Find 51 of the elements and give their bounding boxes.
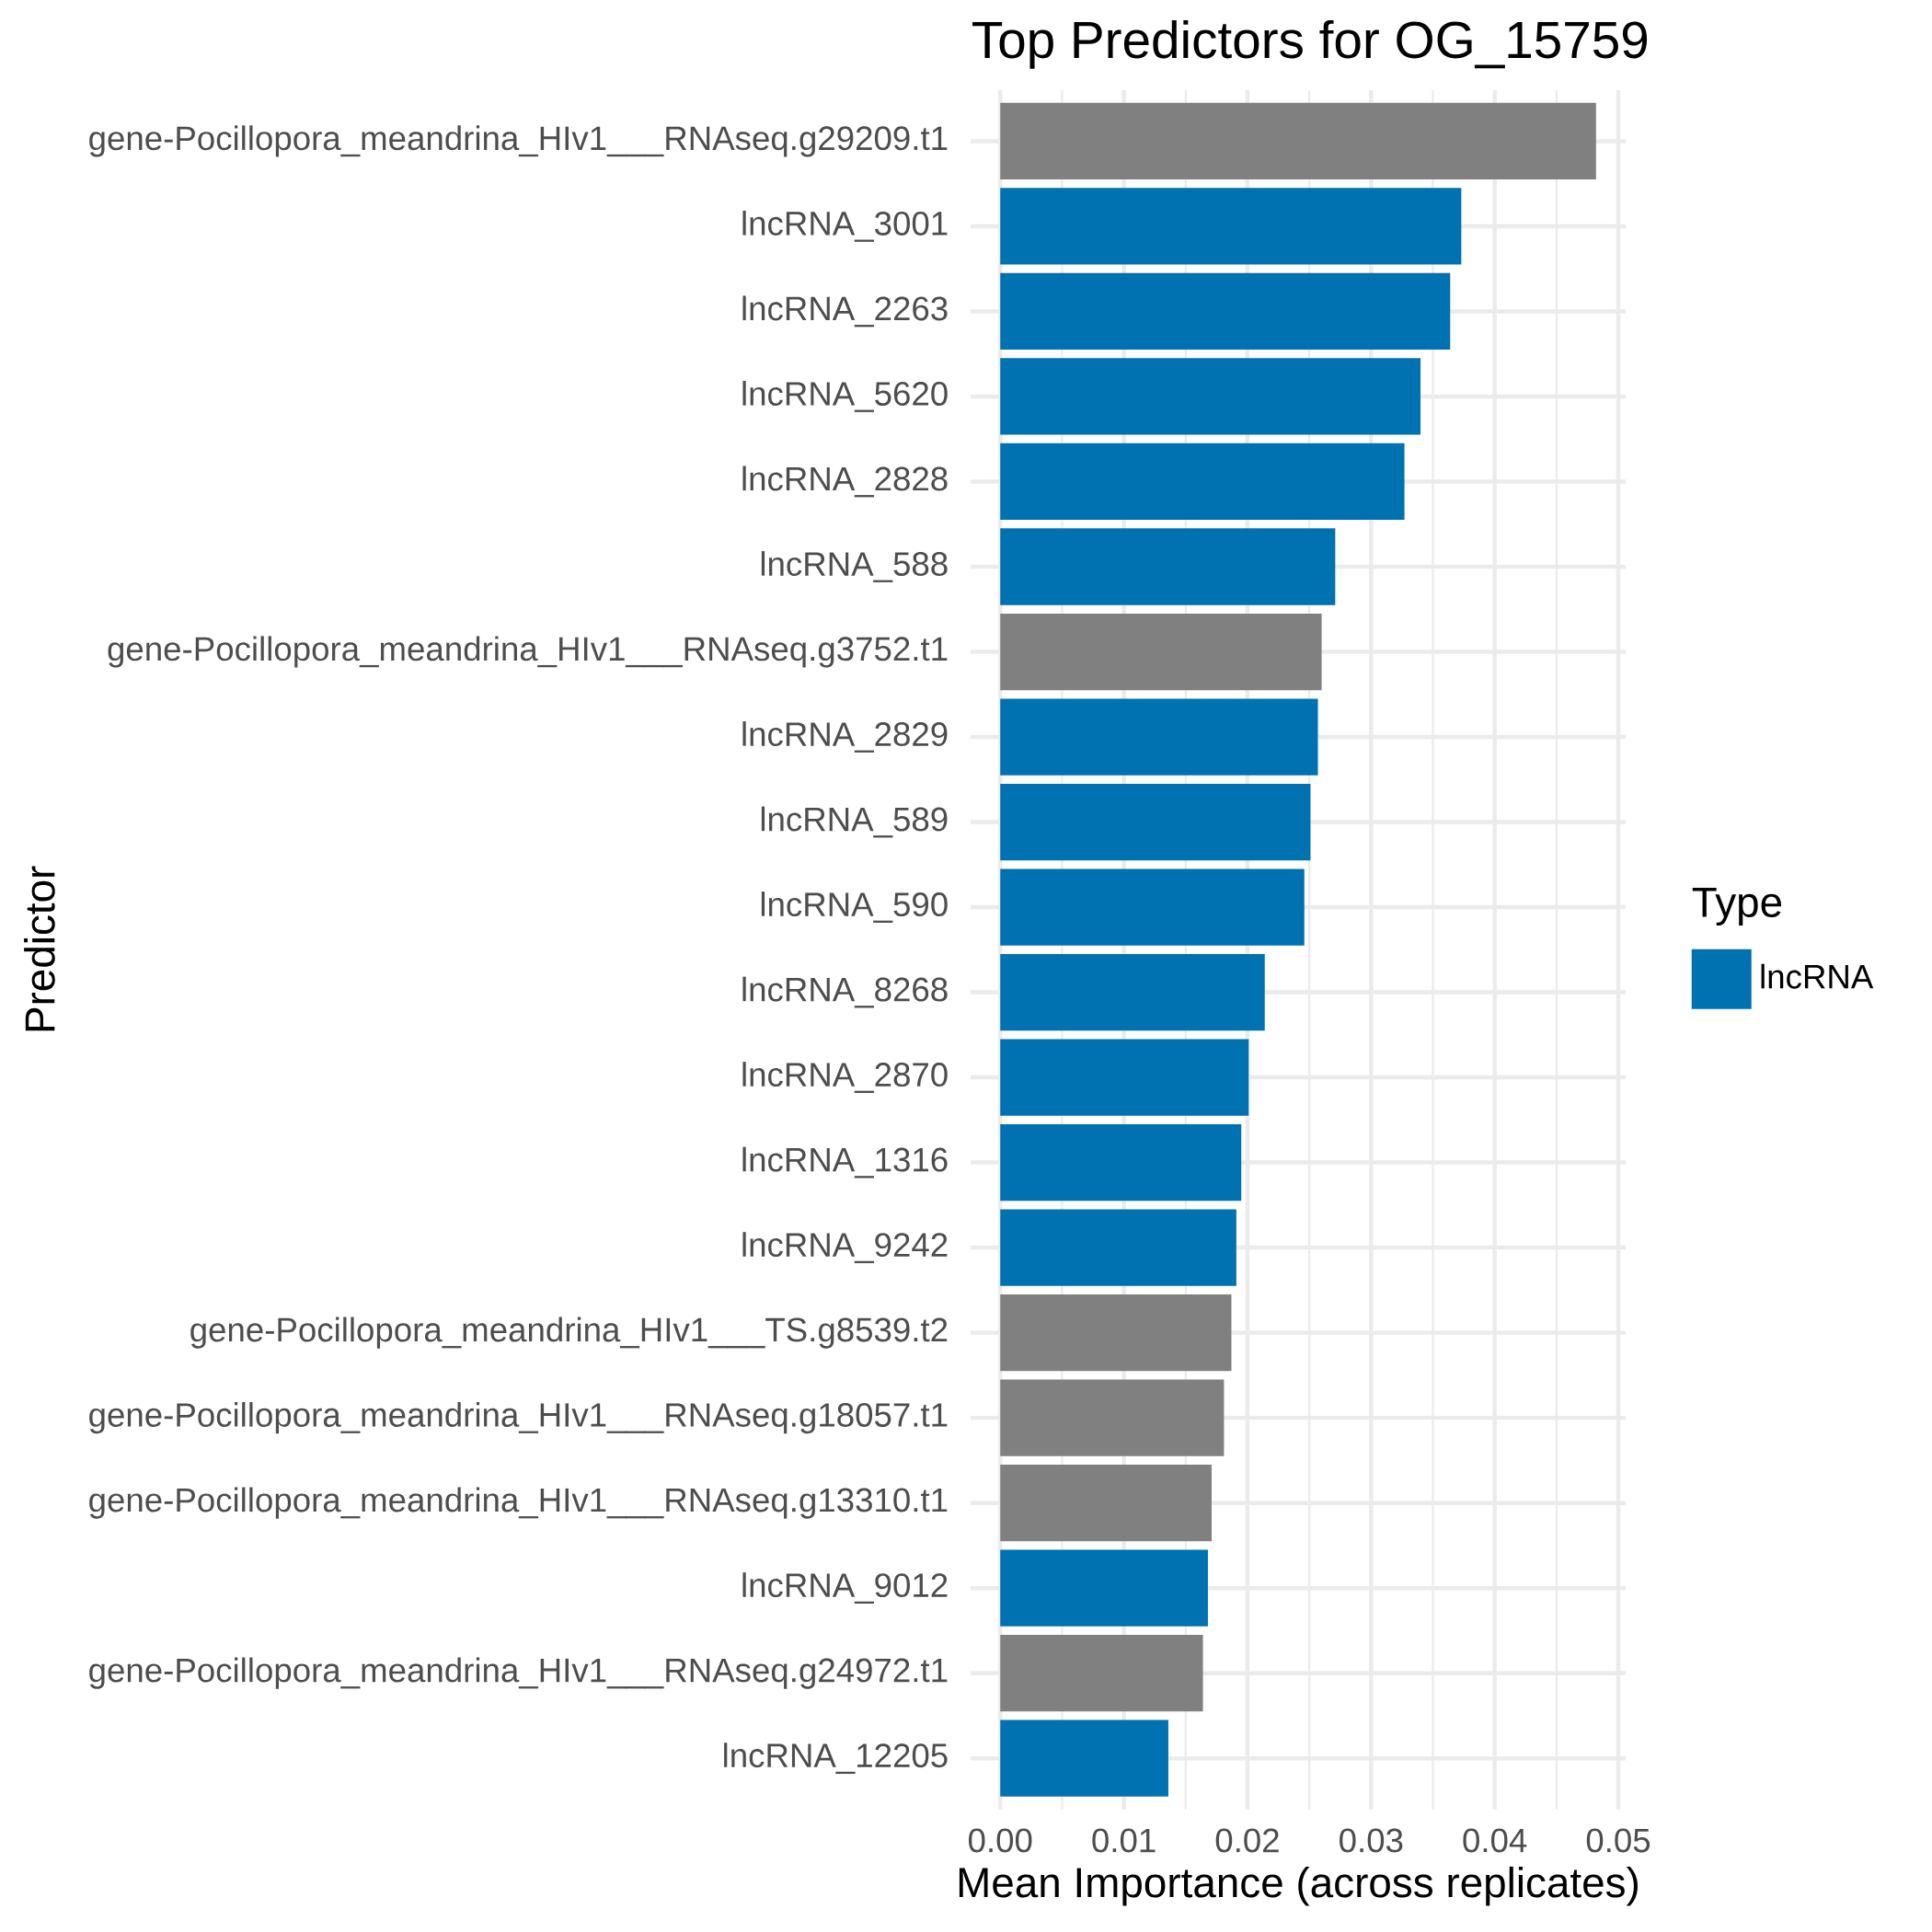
y-tick-label: lncRNA_5620	[742, 381, 948, 412]
y-tick-label: lncRNA_590	[761, 891, 948, 923]
bar	[1000, 1719, 1168, 1797]
bar	[1000, 1379, 1225, 1456]
y-tick-label: lncRNA_588	[761, 551, 948, 582]
x-tick-label: 0.02	[1215, 1828, 1279, 1853]
y-tick-label: gene-Pocillopora_meandrina_HIv1___RNAseq.g13310.t1	[89, 1487, 948, 1519]
bar	[1000, 443, 1405, 521]
y-tick-label: gene-Pocillopora_meandrina_HIv1___RNAseq.g24972.t1	[89, 1657, 948, 1689]
y-tick-label: lncRNA_2870	[742, 1062, 948, 1093]
bar	[1000, 272, 1451, 351]
bar	[1000, 102, 1596, 180]
y-tick-label: gene-Pocillopora_meandrina_HIv1___RNAseq.g29209.t1	[89, 125, 948, 157]
bar	[1000, 1294, 1232, 1372]
y-tick-label: gene-Pocillopora_meandrina_HIv1___RNAseq.g3752.t1	[108, 636, 948, 668]
y-tick-label: gene-Pocillopora_meandrina_HIv1___TS.g8539.t2	[190, 1317, 948, 1349]
y-tick-label: lncRNA_2263	[742, 295, 948, 328]
bar	[1000, 1039, 1249, 1116]
bar	[1000, 783, 1311, 861]
x-tick-label: 0.03	[1340, 1828, 1403, 1853]
y-tick-label: lncRNA_8268	[742, 976, 948, 1008]
chart-title: Top Predictors for OG_15759	[972, 19, 1648, 69]
y-tick-label: lncRNA_12205	[724, 1742, 948, 1775]
y-tick-label: lncRNA_3001	[742, 210, 948, 242]
bar	[1000, 358, 1421, 435]
x-tick-label: 0.01	[1092, 1828, 1156, 1853]
x-tick-label: 0.05	[1586, 1828, 1650, 1853]
bar	[1000, 188, 1462, 265]
y-tick-label: lncRNA_589	[761, 806, 948, 838]
bar	[1000, 1123, 1242, 1202]
bar	[1000, 698, 1318, 776]
bar	[1000, 868, 1305, 946]
y-tick-label: lncRNA_1316	[742, 1146, 948, 1179]
legend-title: Type	[1692, 887, 1782, 926]
bar	[1000, 1209, 1236, 1286]
bar	[1000, 1635, 1203, 1712]
bar	[1000, 953, 1265, 1031]
y-tick-label: lncRNA_2828	[742, 466, 948, 498]
legend-label: lncRNA	[1761, 963, 1874, 989]
y-tick-label: gene-Pocillopora_meandrina_HIv1___RNAseq.g18057.t1	[89, 1402, 948, 1434]
bar	[1000, 1465, 1212, 1542]
x-tick-label: 0.04	[1463, 1828, 1527, 1853]
x-axis-title: Mean Importance (across replicates)	[959, 1866, 1638, 1906]
y-tick-label: lncRNA_2829	[742, 721, 948, 753]
bar	[1000, 613, 1322, 691]
y-tick-label: lncRNA_9012	[742, 1572, 948, 1604]
bar	[1000, 1549, 1208, 1627]
y-axis-title: Predictor	[24, 866, 55, 1031]
y-tick-label: lncRNA_9242	[742, 1232, 948, 1263]
x-tick-label: 0.00	[968, 1828, 1032, 1853]
bar	[1000, 528, 1336, 605]
